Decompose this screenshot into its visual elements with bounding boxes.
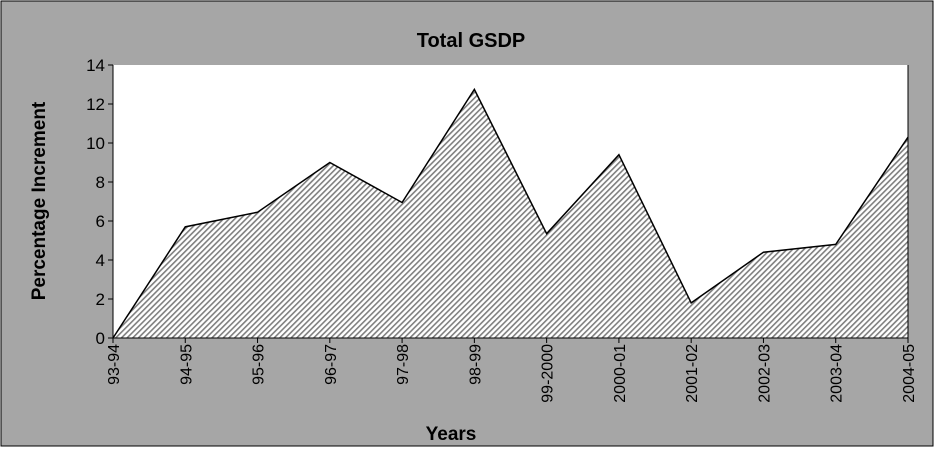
x-tick-label: 95-96 xyxy=(251,344,268,385)
y-tick-label: 4 xyxy=(96,251,105,270)
x-tick-label: 94-95 xyxy=(178,344,195,385)
y-tick-label: 14 xyxy=(86,56,105,75)
x-tick-label: 2003-04 xyxy=(829,344,846,403)
x-tick-label: 96-97 xyxy=(323,344,340,385)
y-tick-label: 0 xyxy=(96,329,105,348)
y-tick-label: 2 xyxy=(96,290,105,309)
y-axis-label: Percentage Increment xyxy=(29,101,50,300)
x-tick-label: 2001-02 xyxy=(684,344,701,403)
x-tick-label: 98-99 xyxy=(467,344,484,385)
x-axis-label: Years xyxy=(426,424,477,445)
y-tick-label: 8 xyxy=(96,173,105,192)
x-tick-label: 99-2000 xyxy=(540,344,557,403)
x-tick-label: 2004-05 xyxy=(901,344,918,403)
x-tick-label: 93-94 xyxy=(106,344,123,385)
y-tick-label: 12 xyxy=(86,95,105,114)
y-tick-label: 6 xyxy=(96,212,105,231)
chart-title: Total GSDP xyxy=(417,30,526,52)
x-tick-label: 2002-03 xyxy=(756,344,773,403)
x-tick-label: 97-98 xyxy=(395,344,412,385)
y-tick-label: 10 xyxy=(86,134,105,153)
x-tick-label: 2000-01 xyxy=(612,344,629,403)
